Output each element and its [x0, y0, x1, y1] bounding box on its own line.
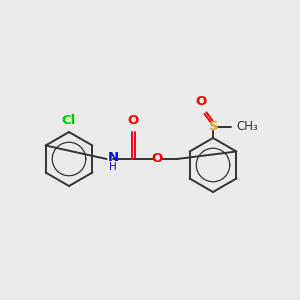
Text: S: S: [209, 120, 218, 133]
Text: H: H: [109, 162, 117, 172]
Text: Cl: Cl: [62, 114, 76, 127]
Text: O: O: [195, 95, 207, 108]
Text: N: N: [108, 151, 119, 164]
Text: O: O: [128, 114, 139, 127]
Text: O: O: [152, 152, 163, 166]
Text: CH₃: CH₃: [236, 120, 258, 133]
